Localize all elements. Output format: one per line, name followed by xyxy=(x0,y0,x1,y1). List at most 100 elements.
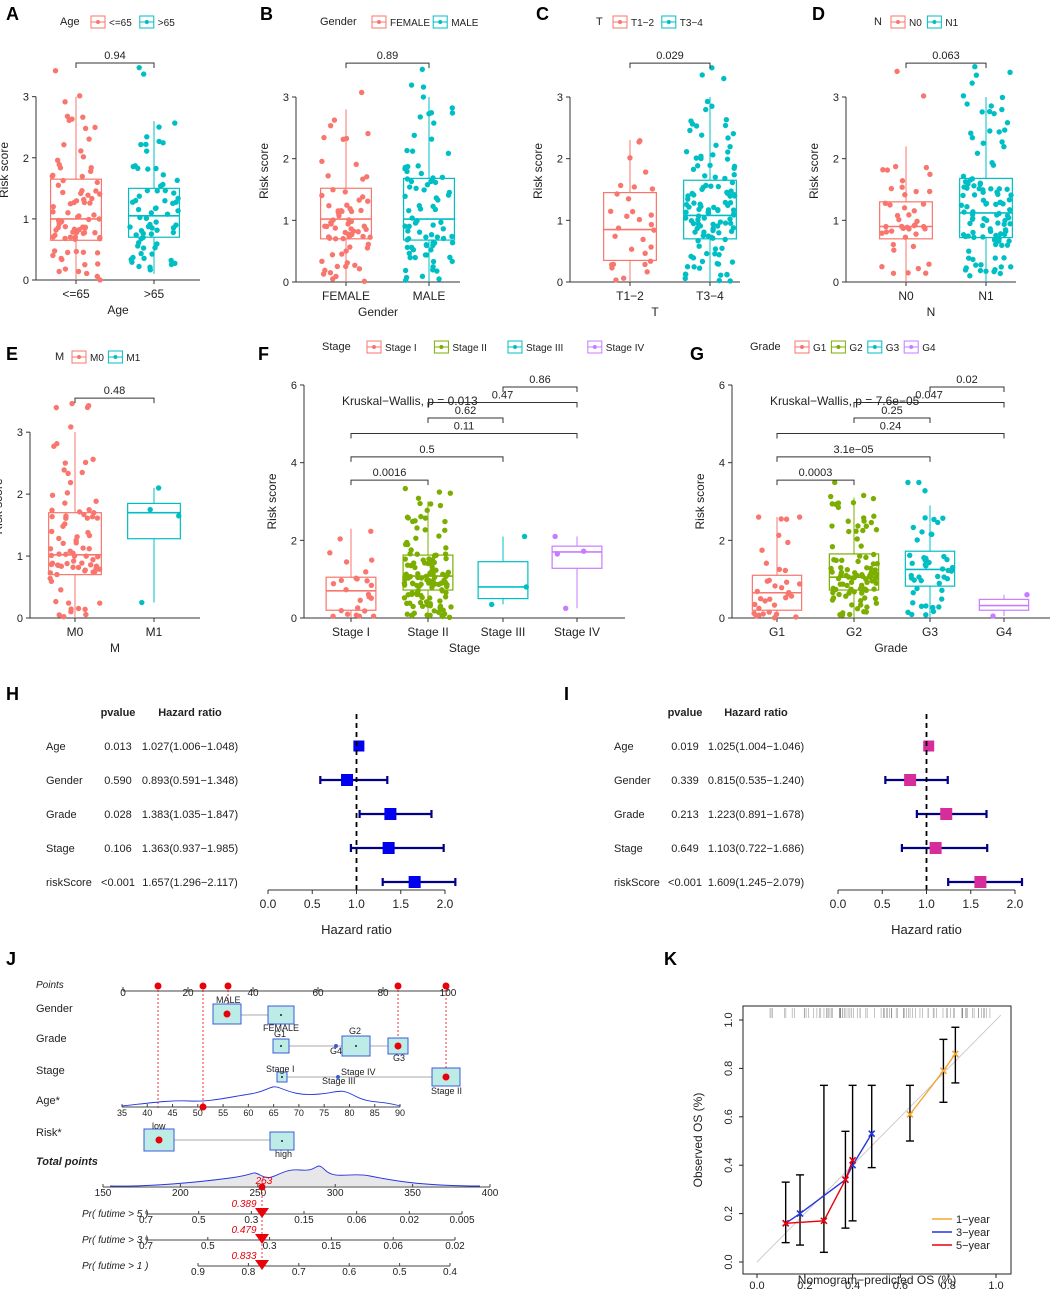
data-point xyxy=(448,604,454,610)
data-point xyxy=(430,267,436,273)
data-point xyxy=(874,561,880,567)
total-tick-label: 350 xyxy=(404,1188,421,1199)
data-point xyxy=(871,570,878,576)
data-point xyxy=(960,192,966,199)
data-point xyxy=(993,201,999,208)
data-point xyxy=(987,226,993,232)
data-point xyxy=(53,598,59,605)
data-point xyxy=(437,603,444,610)
data-point xyxy=(892,163,899,170)
data-point xyxy=(415,571,421,577)
data-point xyxy=(434,234,441,240)
data-point xyxy=(415,163,421,169)
data-point xyxy=(56,268,62,275)
data-point xyxy=(443,555,449,562)
data-point xyxy=(369,557,375,563)
points-tick-label: 80 xyxy=(377,988,389,999)
total-tick-label: 300 xyxy=(327,1188,344,1199)
data-point xyxy=(688,253,694,260)
data-point xyxy=(58,563,65,569)
x-axis-label: N xyxy=(927,305,936,319)
data-point xyxy=(439,587,445,593)
data-point xyxy=(87,562,94,568)
y-axis-label: Risk score xyxy=(265,473,279,529)
panel-letter-H: H xyxy=(6,684,19,704)
data-point xyxy=(844,582,850,589)
data-point xyxy=(911,208,917,214)
data-point xyxy=(360,194,366,200)
data-point xyxy=(436,489,443,495)
data-point xyxy=(144,187,151,194)
data-point xyxy=(413,219,419,225)
data-point xyxy=(725,135,731,141)
data-point xyxy=(90,569,96,575)
data-point xyxy=(440,607,446,613)
age-tick-label: 60 xyxy=(243,1108,253,1118)
surv-tick-label: 0.15 xyxy=(322,1241,342,1252)
data-point xyxy=(345,221,351,227)
data-point xyxy=(430,175,436,181)
data-point xyxy=(901,205,908,211)
x-tick-label: M0 xyxy=(67,625,84,639)
data-point xyxy=(727,143,733,150)
legend-key-dot xyxy=(96,20,100,24)
comparison-bracket xyxy=(350,479,429,486)
data-point xyxy=(835,504,842,510)
data-point xyxy=(367,234,373,240)
col-header-pvalue: pvalue xyxy=(101,707,136,719)
data-point xyxy=(860,492,867,499)
data-point xyxy=(361,278,368,285)
data-point xyxy=(691,200,697,206)
level-label: FEMALE xyxy=(263,1023,299,1033)
level-label: MALE xyxy=(216,995,241,1005)
data-point xyxy=(408,178,415,185)
data-point xyxy=(49,513,55,520)
data-point xyxy=(707,162,713,169)
data-point xyxy=(926,188,933,195)
data-point xyxy=(418,581,424,587)
data-point xyxy=(69,400,75,407)
data-point xyxy=(1007,221,1013,227)
row-pvalue: 0.590 xyxy=(104,775,132,787)
data-point xyxy=(846,528,852,535)
data-point xyxy=(76,509,83,515)
y-tick-label: 2 xyxy=(283,154,289,166)
data-point xyxy=(175,208,181,214)
data-point xyxy=(176,513,182,519)
x-tick-label: 1.5 xyxy=(392,897,409,911)
data-point xyxy=(363,569,369,575)
data-point xyxy=(949,564,956,571)
data-point xyxy=(343,586,349,593)
data-point xyxy=(47,575,53,582)
data-point xyxy=(695,237,701,244)
nomogram-J: Points Gender Grade Stage Age* Risk* Total poi… xyxy=(36,980,499,1278)
data-point xyxy=(919,529,925,535)
data-point xyxy=(50,172,56,178)
y-tick-label: 1 xyxy=(833,215,839,227)
data-point xyxy=(128,256,134,263)
legend-key-dot xyxy=(592,345,597,349)
y-axis-label: Risk score xyxy=(807,143,821,199)
data-point xyxy=(873,580,879,586)
data-point xyxy=(153,219,159,225)
data-point xyxy=(154,188,160,194)
data-point xyxy=(65,210,71,216)
data-point xyxy=(137,214,143,221)
data-point xyxy=(57,165,64,171)
data-point xyxy=(731,172,737,178)
data-point xyxy=(988,186,994,192)
y-axis-label: Observed OS (%) xyxy=(691,1093,705,1188)
data-point xyxy=(80,249,87,255)
level-label: Stage IV xyxy=(341,1067,376,1077)
legend-key-dot xyxy=(836,345,841,349)
series-point xyxy=(849,1156,857,1164)
data-point xyxy=(434,268,440,274)
comparison-p-value: 0.029 xyxy=(656,50,684,62)
legend-key-dot xyxy=(618,20,622,24)
data-point xyxy=(863,587,869,593)
hr-marker xyxy=(929,842,942,854)
data-point xyxy=(141,255,147,261)
x-tick-label: Stage IV xyxy=(554,625,600,639)
series-line xyxy=(785,1133,873,1224)
data-point xyxy=(694,225,700,232)
